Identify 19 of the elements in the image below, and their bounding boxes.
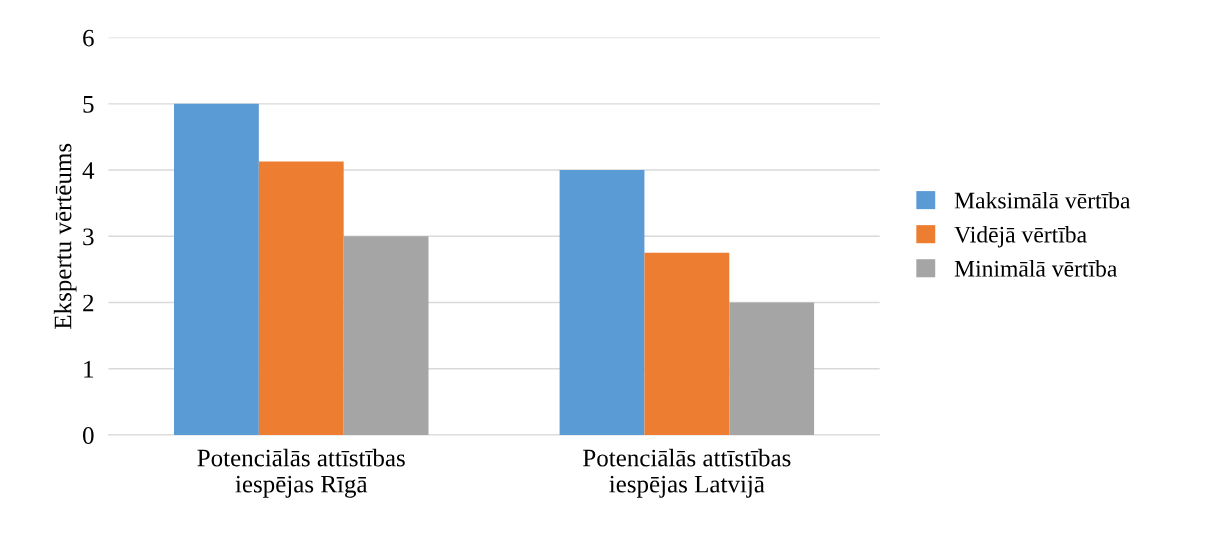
y-tick-label: 2 bbox=[83, 294, 94, 312]
y-tick-label: 3 bbox=[83, 228, 94, 246]
x-tick-label: Potenciālās attīstības iespējas Rīgā bbox=[197, 448, 405, 498]
y-tick-label: 1 bbox=[84, 360, 94, 378]
bar bbox=[729, 302, 815, 435]
y-tick-label: 4 bbox=[82, 162, 95, 179]
y-tick-label: 0 bbox=[83, 427, 94, 444]
y-tick-label: 5 bbox=[83, 96, 94, 113]
legend-label: Maksimālā vērtība bbox=[954, 191, 1131, 209]
legend-label: Vidējā vērtība bbox=[954, 226, 1087, 248]
legend-label: Minimālā vērtība bbox=[954, 260, 1118, 277]
bar bbox=[559, 170, 645, 435]
bar bbox=[258, 161, 344, 435]
y-axis-title: Ekspertu vērtēums bbox=[53, 143, 77, 329]
bar bbox=[644, 252, 730, 435]
x-tick-label: Potenciālās attīstības iespējas Latvijā bbox=[583, 448, 791, 498]
y-tick-label: 6 bbox=[83, 29, 94, 47]
bar bbox=[174, 103, 259, 435]
bar bbox=[343, 236, 429, 435]
